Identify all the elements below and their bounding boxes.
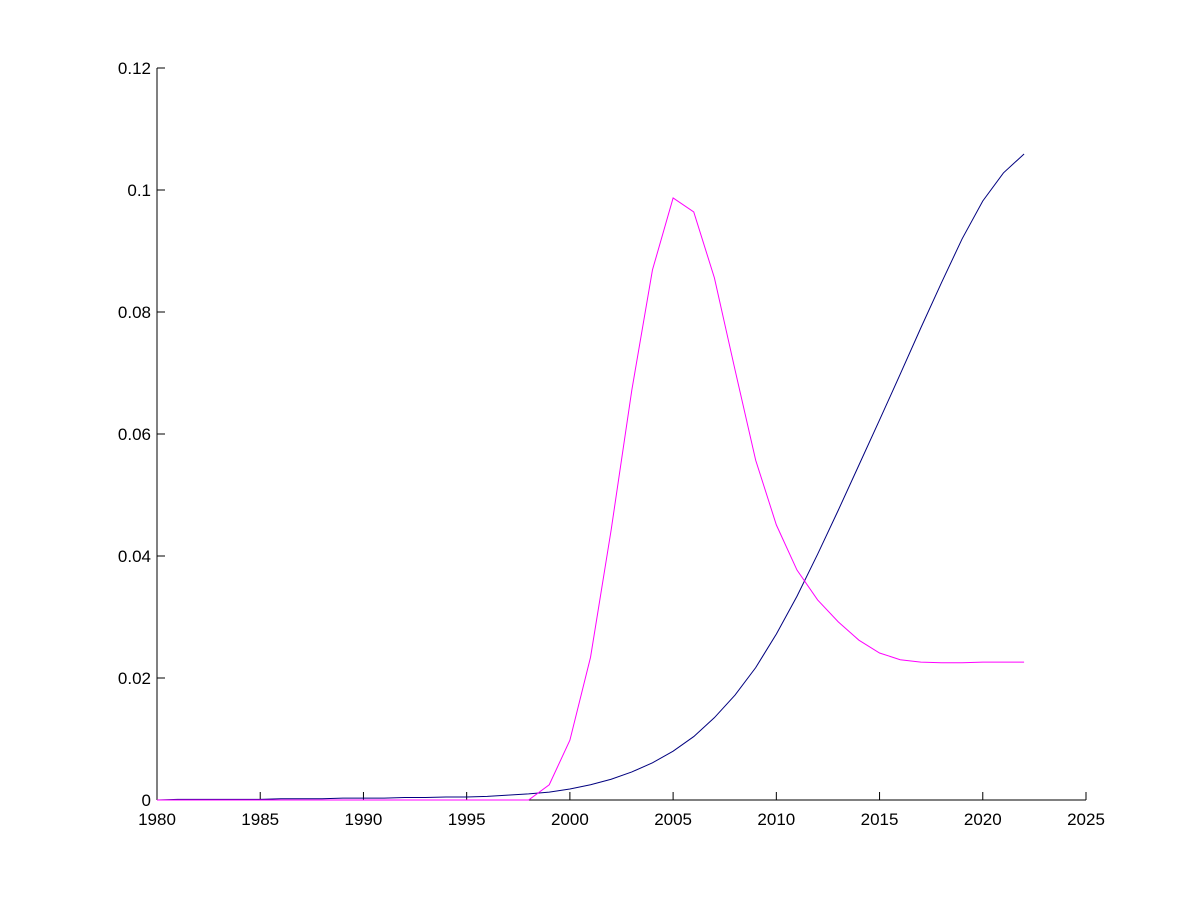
x-tick-label: 1980 [138,810,176,829]
y-tick-label: 0.02 [118,669,151,688]
x-tick-label: 2000 [551,810,589,829]
x-tick-label: 1995 [448,810,486,829]
x-tick-label: 2015 [861,810,899,829]
x-tick-label: 1990 [345,810,383,829]
x-tick-label: 2010 [757,810,795,829]
line [156,153,1025,801]
y-tick-label: 0.06 [118,425,151,444]
x-tick-label: 2020 [964,810,1002,829]
y-tick-label: 0.1 [127,181,151,200]
x-tick-label: 1985 [241,810,279,829]
y-tick-label: 0.12 [118,59,151,78]
y-tick-label: 0 [142,791,151,810]
line [157,197,1025,801]
y-tick-label: 0.04 [118,547,151,566]
y-tick-label: 0.08 [118,303,151,322]
x-tick-label: 2005 [654,810,692,829]
x-tick-label: 2025 [1067,810,1105,829]
